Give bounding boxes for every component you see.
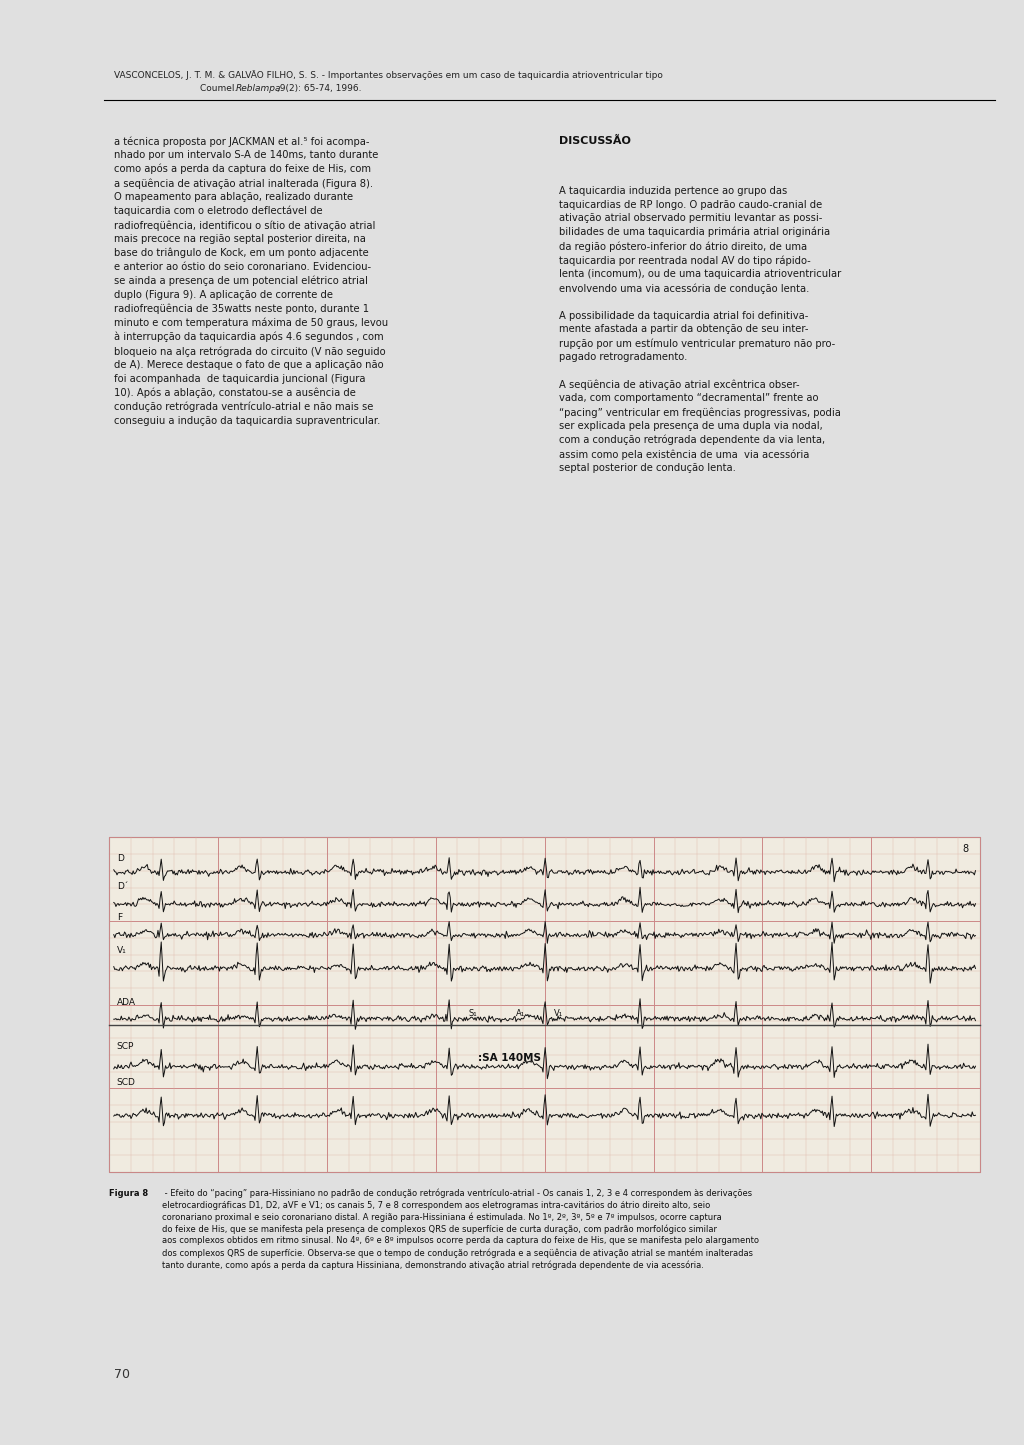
Text: SCD: SCD [117, 1078, 135, 1087]
Text: Coumel.: Coumel. [200, 84, 243, 94]
Text: 8: 8 [963, 844, 969, 854]
Text: A taquicardia induzida pertence ao grupo das
taquicardias de RP longo. O padrão : A taquicardia induzida pertence ao grupo… [559, 186, 842, 473]
Text: V₁: V₁ [117, 946, 126, 955]
Text: D´: D´ [117, 881, 128, 892]
Text: V₁: V₁ [554, 1009, 563, 1017]
Text: Reblampa: Reblampa [236, 84, 281, 94]
Text: S₁: S₁ [468, 1009, 476, 1017]
Bar [109, 838, 980, 1172]
Text: SCP: SCP [117, 1042, 134, 1051]
Text: :SA 140MS: :SA 140MS [477, 1053, 541, 1062]
Text: Figura 8: Figura 8 [109, 1189, 148, 1198]
Text: 70: 70 [114, 1368, 130, 1381]
Text: VASCONCELOS, J. T. M. & GALVÃO FILHO, S. S. - Importantes observações em um caso: VASCONCELOS, J. T. M. & GALVÃO FILHO, S.… [114, 71, 663, 81]
Text: D: D [117, 854, 124, 863]
Text: DISCUSSÃO: DISCUSSÃO [559, 136, 631, 146]
Text: A₁: A₁ [516, 1009, 525, 1017]
Text: F: F [117, 913, 122, 922]
Text: ,9(2): 65-74, 1996.: ,9(2): 65-74, 1996. [276, 84, 361, 94]
Text: a técnica proposta por JACKMAN et al.⁵ foi acompa-
nhado por um intervalo S-A de: a técnica proposta por JACKMAN et al.⁵ f… [114, 136, 388, 426]
Text: ADA: ADA [117, 998, 135, 1007]
Text: - Efeito do “pacing” para-Hissiniano no padrão de condução retrógrada ventrículo: - Efeito do “pacing” para-Hissiniano no … [162, 1189, 759, 1270]
